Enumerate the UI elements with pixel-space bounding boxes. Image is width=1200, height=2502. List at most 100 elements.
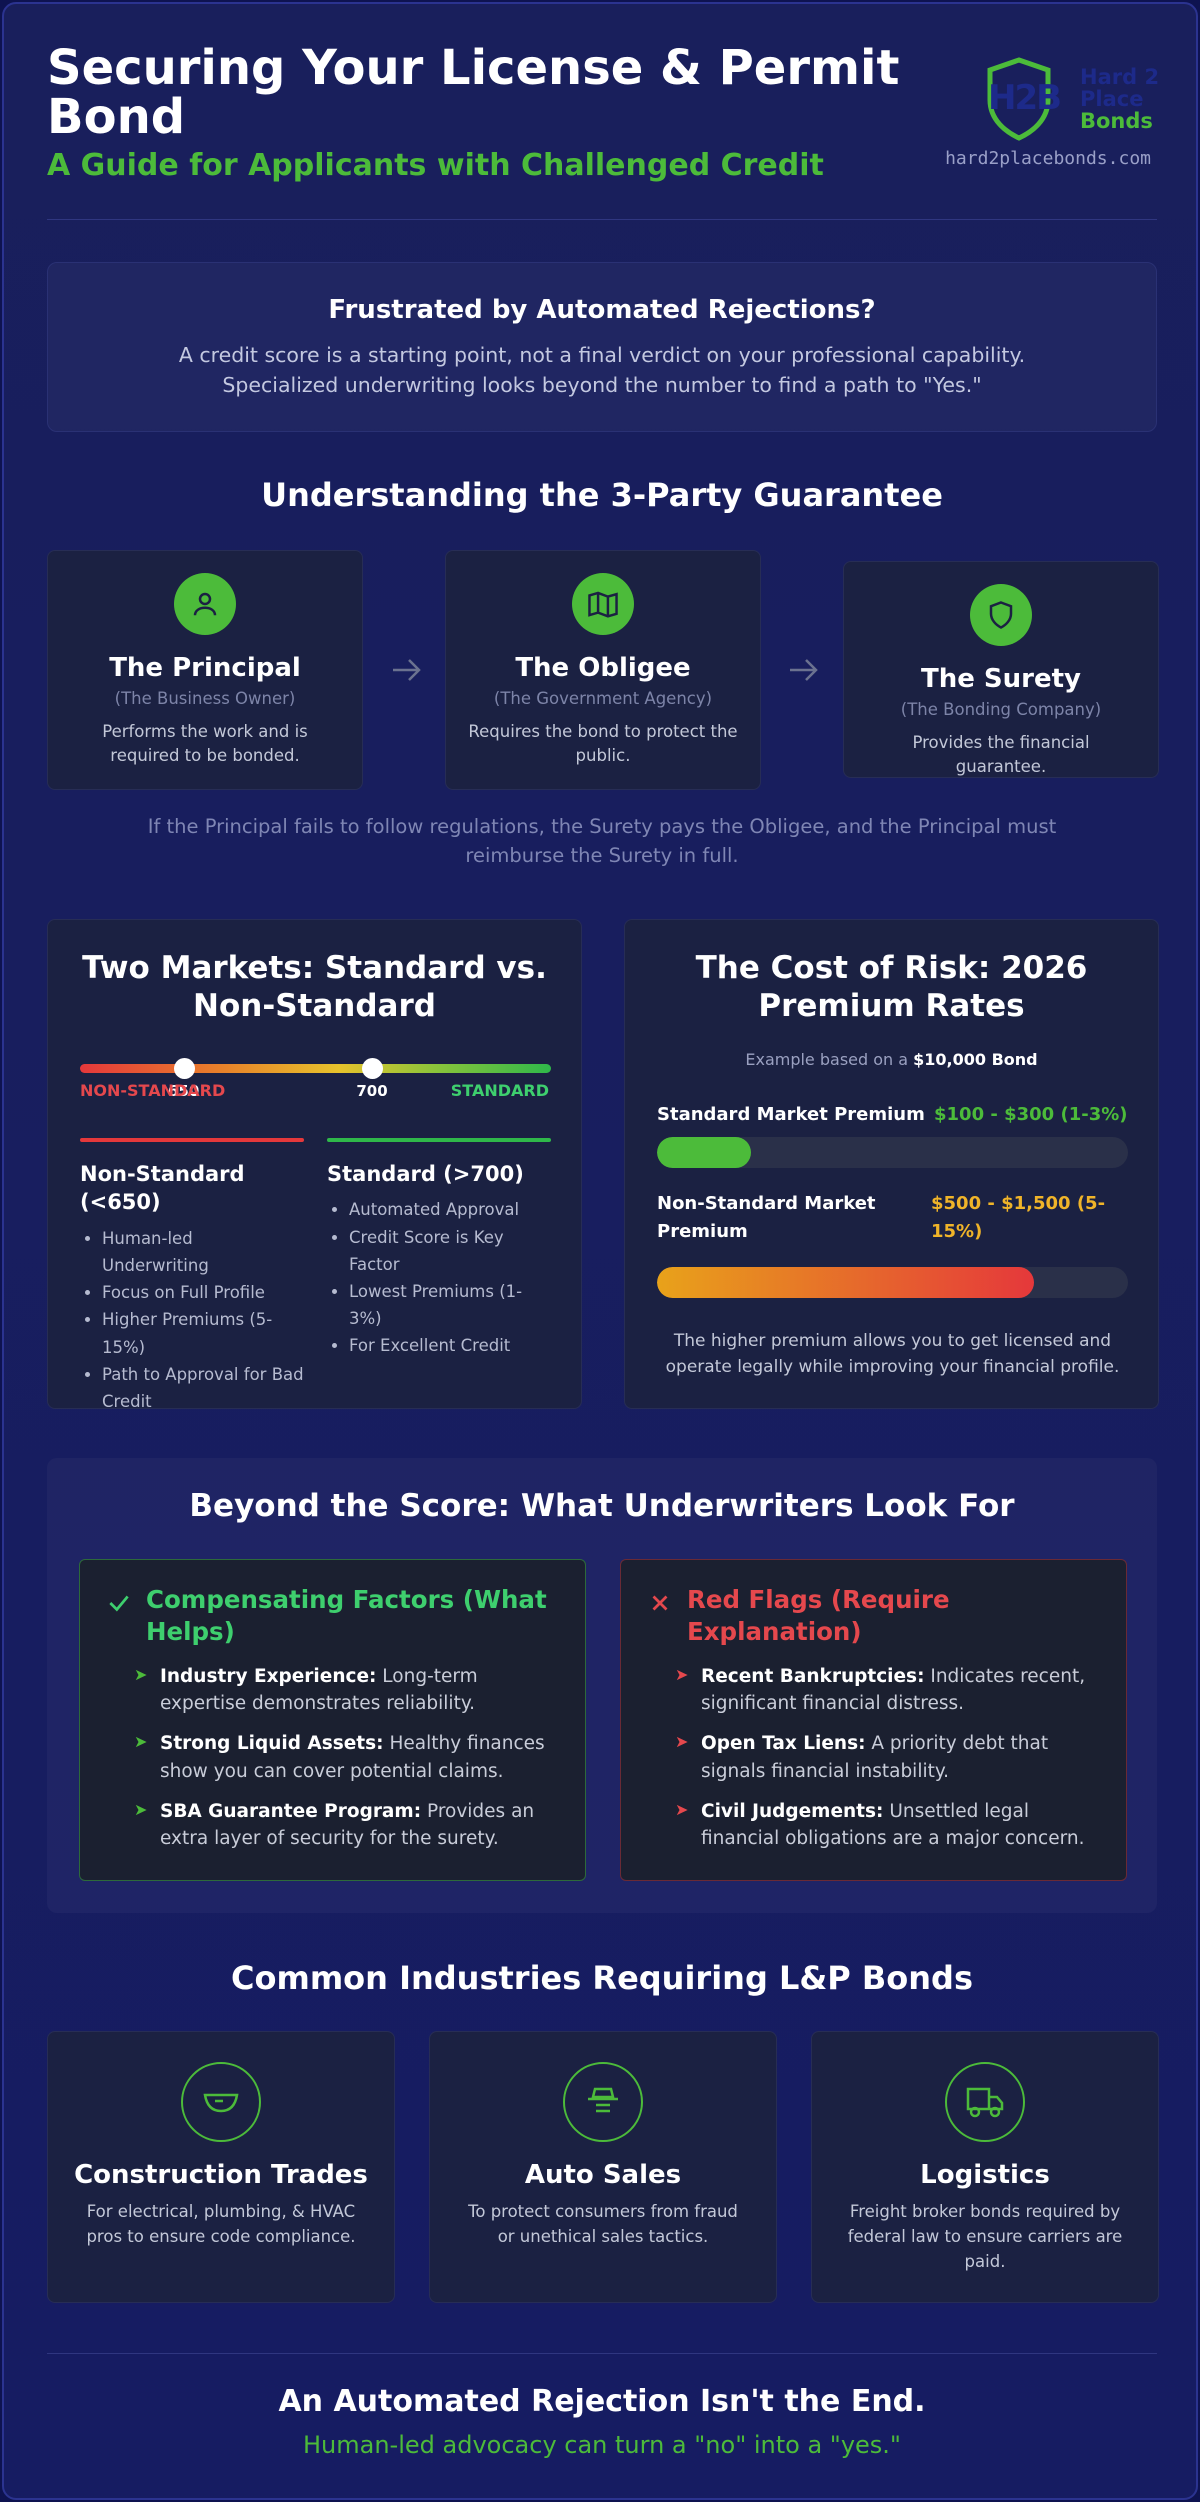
gauge-marker <box>173 1058 195 1079</box>
party-card: The Obligee (The Government Agency) Requ… <box>445 550 761 790</box>
icon <box>563 2062 643 2142</box>
factor-text: Healthy finances show you can cover pote… <box>160 1733 545 1782</box>
x-icon <box>652 1595 668 1611</box>
url: hard2placebonds.com <box>945 148 1151 169</box>
industry-description: For electrical, plumbing, & HVAC pros to… <box>86 2202 356 2246</box>
flag-text: Unsettled legal financial obligations ar… <box>701 1800 1085 1850</box>
list-item: Focus on Full Profile <box>102 1279 304 1306</box>
credit-gauge: 650 700 <box>80 1058 551 1100</box>
logo-text: Bonds <box>1080 109 1153 134</box>
premium-track <box>657 1267 1128 1298</box>
industry-description: Freight broker bonds required by federal… <box>847 2202 1123 2271</box>
marker-label: 700 <box>356 1082 388 1100</box>
logo: H2B Hard 2 Place Bonds <box>984 56 1164 146</box>
industry-card: Logistics Freight broker bonds required … <box>811 2031 1159 2303</box>
party-note: If the Principal fails to follow regulat… <box>147 815 1057 868</box>
section-title: Understanding the 3-Party Guarantee <box>261 476 943 514</box>
cost-note: The higher premium allows you to get lic… <box>665 1331 1120 1378</box>
bar-range: $500 - $1,500 (5-15%) <box>931 1193 1106 1242</box>
factor-item: ➤ Strong Liquid Assets: Healthy finances … <box>134 1732 545 1782</box>
list-item: Human-led Underwriting <box>102 1225 304 1279</box>
divider <box>47 2353 1157 2354</box>
logo-text: Hard 2 <box>1080 65 1160 89</box>
footer-subtitle: Human-led advocacy can turn a "no" into … <box>303 2431 901 2459</box>
marker-label: 650 <box>167 1082 200 1100</box>
flag-term: Civil Judgements: <box>701 1800 884 1822</box>
bar-range: $100 - $300 (1-3%) <box>934 1104 1128 1125</box>
flag-text: Indicates recent, significant financial … <box>701 1665 1086 1715</box>
flag-item: ➤ Recent Bankruptcies: Indicates recent, … <box>675 1664 1086 1715</box>
logo-monogram: H2B <box>988 78 1062 118</box>
panel-title: Red Flags (Require Explanation) <box>687 1585 950 1647</box>
card-title: The Cost of Risk: 2026 Premium Rates <box>695 950 1088 1024</box>
list-item: Higher Premiums (5-15%) <box>102 1306 304 1360</box>
factor-item: ➤ Industry Experience: Long-term expertis… <box>134 1664 478 1715</box>
column-list: Human-led Underwriting Focus on Full Pro… <box>80 1225 304 1416</box>
subtitle: A Guide for Applicants with Challenged C… <box>47 148 824 183</box>
factor-term: SBA Guarantee Program: <box>160 1800 422 1822</box>
list-item: Path to Approval for Bad Credit <box>102 1361 304 1415</box>
check-icon <box>109 1595 129 1612</box>
intro-text: A credit score is a starting point, not … <box>178 343 1026 397</box>
icon <box>945 2062 1025 2142</box>
logo-text: Place <box>1080 87 1144 112</box>
footer-title: An Automated Rejection Isn't the End. <box>278 2384 926 2419</box>
example-line: Example based on a $10,000 Bond <box>625 1050 1158 1069</box>
list-item: Automated Approval <box>349 1196 551 1223</box>
bar-label: Non-Standard Market Premium <box>657 1193 876 1242</box>
market-column: Standard (>700) Automated Approval Credi… <box>327 1138 551 1360</box>
column-title: Standard (>700) <box>327 1162 524 1186</box>
section-title: Beyond the Score: What Underwriters Look… <box>189 1488 1015 1524</box>
column-list: Automated Approval Credit Score is Key F… <box>327 1196 551 1359</box>
industry-card: Construction Trades For electrical, plum… <box>47 2031 395 2303</box>
party-name: The Obligee <box>515 653 691 683</box>
example-amount: $10,000 Bond <box>913 1050 1038 1069</box>
party-role: (The Bonding Company) <box>900 700 1102 719</box>
flag-item: ➤ Open Tax Liens: A priority debt that si… <box>675 1732 1049 1782</box>
column-rule <box>80 1138 304 1142</box>
factor-text: Provides an extra layer of security for … <box>160 1800 535 1850</box>
premium-track <box>657 1137 1128 1168</box>
industry-card: Auto Sales To protect consumers from fra… <box>429 2031 777 2303</box>
list-item: For Excellent Credit <box>349 1332 551 1359</box>
flag-term: Recent Bankruptcies: <box>701 1665 925 1687</box>
industry-name: Construction Trades <box>74 2160 368 2190</box>
intro-title: Frustrated by Automated Rejections? <box>328 295 876 325</box>
arrow-icon <box>393 659 421 681</box>
gauge-high-label: STANDARD <box>450 1081 549 1100</box>
icon <box>174 573 236 635</box>
premium-bar <box>657 1137 752 1168</box>
factor-term: Strong Liquid Assets: <box>160 1733 384 1755</box>
flags-panel: Red Flags (Require Explanation) ➤ Recent … <box>620 1559 1127 1881</box>
bar-label: Standard Market Premium <box>657 1104 925 1125</box>
flag-text: A priority debt that signals financial i… <box>701 1733 1049 1782</box>
column-title: Non-Standard (<650) <box>80 1162 245 1215</box>
factors-panel: Compensating Factors (What Helps) ➤ Indus… <box>79 1559 586 1881</box>
flag-item: ➤ Civil Judgements: Unsettled legal finan… <box>675 1799 1085 1850</box>
factor-text: Long-term expertise demonstrates reliabi… <box>160 1665 478 1715</box>
markets-card: Two Markets: Standard vs. Non-Standard 6… <box>47 919 582 1411</box>
gauge-low-label: NON-STANDARD <box>80 1081 226 1100</box>
logo-shield <box>987 57 1051 141</box>
party-description: Requires the bond to protect the public. <box>468 722 738 765</box>
industry-description: To protect consumers from fraud or uneth… <box>468 2202 738 2246</box>
intro-box: Frustrated by Automated Rejections? A cr… <box>47 262 1157 432</box>
arrow-icon <box>790 659 818 681</box>
party-role: (The Government Agency) <box>493 689 713 708</box>
factor-item: ➤ SBA Guarantee Program: Provides an extr… <box>134 1799 535 1850</box>
icon <box>572 573 634 635</box>
party-card: The Principal (The Business Owner) Perfo… <box>47 550 363 790</box>
column-rule <box>327 1138 551 1142</box>
list-item: Credit Score is Key Factor <box>349 1224 551 1278</box>
market-column: Non-Standard (<650) Human-led Underwriti… <box>80 1138 304 1415</box>
panel-title: Compensating Factors (What Helps) <box>146 1585 547 1647</box>
example-prefix: Example based on a <box>745 1050 909 1069</box>
party-name: The Surety <box>921 664 1081 694</box>
party-card: The Surety (The Bonding Company) Provide… <box>843 561 1159 778</box>
section-title: Common Industries Requiring L&P Bonds <box>231 1959 973 1997</box>
party-name: The Principal <box>109 653 301 683</box>
icon <box>970 584 1032 646</box>
title: Securing Your License & Permit Bond <box>47 40 900 145</box>
flag-term: Open Tax Liens: <box>701 1733 866 1755</box>
